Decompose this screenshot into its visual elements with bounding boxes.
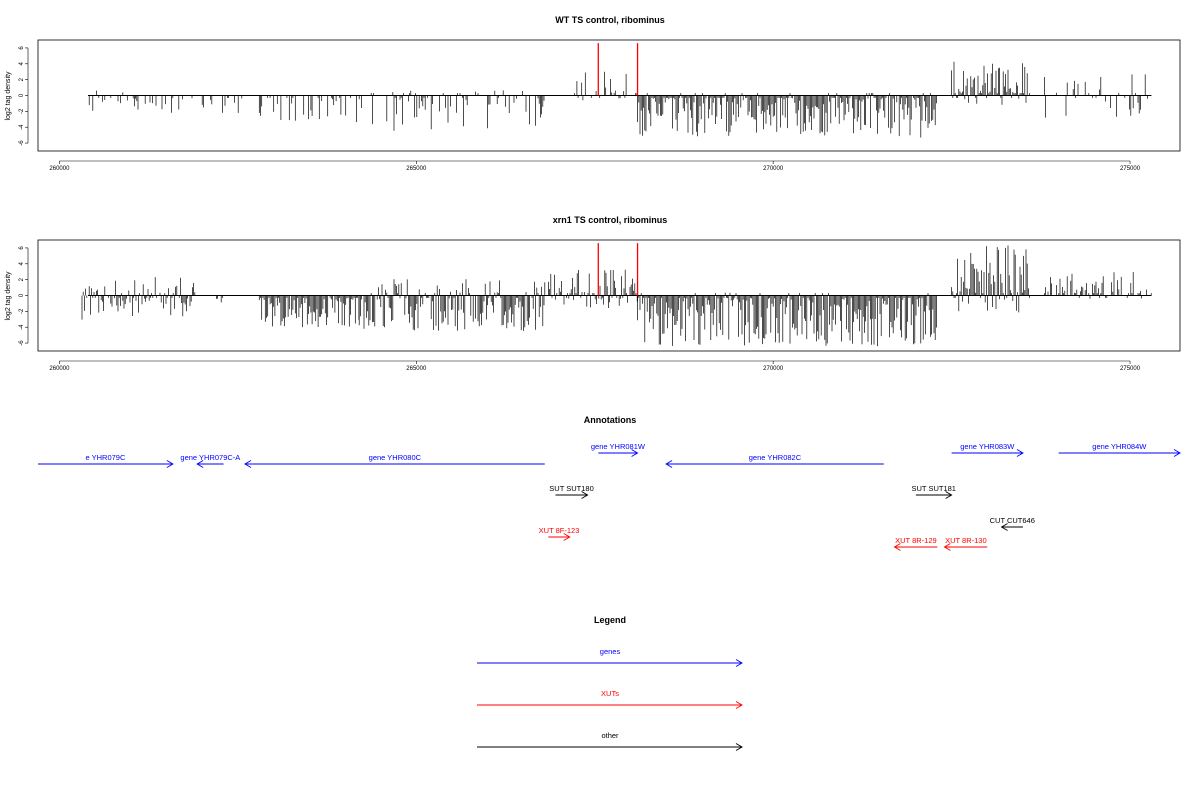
legend-item: XUTs bbox=[477, 689, 743, 709]
feature-label: gene YHR080C bbox=[369, 453, 422, 462]
legend-panel: Legend genes XUTs other bbox=[477, 615, 743, 751]
feature-label: e YHR079C bbox=[86, 453, 126, 462]
xrn1-bars bbox=[81, 243, 1152, 347]
annotation-feature: SUT SUT180 bbox=[549, 484, 594, 499]
annotations-panel: Annotations e YHR079C gene YHR079C-A gene … bbox=[38, 415, 1181, 551]
xrn1-x-axis: 260000 265000 270000 275000 bbox=[49, 360, 1141, 372]
feature-arrow-head bbox=[1000, 523, 1008, 531]
feature-label: gene YHR084W bbox=[1092, 442, 1147, 451]
x-tick-label: 260000 bbox=[49, 366, 70, 372]
annotation-feature: gene YHR081W bbox=[591, 442, 646, 457]
y-tick-label: 2 bbox=[19, 277, 25, 281]
y-tick-label: -6 bbox=[19, 340, 25, 346]
wt-plot-frame bbox=[37, 39, 1181, 152]
y-tick-label: -4 bbox=[19, 124, 25, 130]
xrn1-y-axis-label: log2 tag density bbox=[5, 271, 12, 321]
wt-track-title: WT TS control, ribominus bbox=[555, 15, 665, 25]
feature-label: gene YHR082C bbox=[749, 453, 802, 462]
feature-label: SUT SUT181 bbox=[912, 484, 956, 493]
x-tick-label: 270000 bbox=[763, 366, 784, 372]
feature-arrow-head bbox=[665, 460, 673, 468]
annotation-feature: gene YHR082C bbox=[665, 453, 884, 468]
feature-arrow-head bbox=[1016, 449, 1024, 457]
y-tick-label: 0 bbox=[19, 293, 25, 297]
feature-arrow-head bbox=[581, 491, 589, 499]
annotation-feature: XUT 8R-130 bbox=[943, 536, 988, 551]
legend-items: genes XUTs other bbox=[477, 647, 743, 751]
annotations-title: Annotations bbox=[584, 415, 637, 425]
feature-label: gene YHR081W bbox=[591, 442, 646, 451]
legend-arrow-head bbox=[735, 659, 743, 667]
legend-title: Legend bbox=[594, 615, 626, 625]
feature-arrow-head bbox=[1173, 449, 1181, 457]
legend-label: genes bbox=[600, 647, 621, 656]
feature-arrow-head bbox=[943, 543, 951, 551]
annotation-feature: gene YHR080C bbox=[244, 453, 545, 468]
feature-label: gene YHR079C-A bbox=[180, 453, 240, 462]
y-tick-label: 2 bbox=[19, 77, 25, 81]
x-tick-label: 265000 bbox=[406, 366, 427, 372]
x-tick-label: 265000 bbox=[406, 166, 427, 172]
annotation-feature: XUT 8R-129 bbox=[893, 536, 938, 551]
xrn1-track-title: xrn1 TS control, ribominus bbox=[553, 215, 668, 225]
feature-label: CUT CUT646 bbox=[990, 516, 1035, 525]
feature-label: gene YHR083W bbox=[960, 442, 1015, 451]
xrn1-y-axis: -6 -4 -2 0 2 4 6 bbox=[19, 246, 29, 346]
annotation-feature: e YHR079C bbox=[38, 453, 174, 468]
y-tick-label: -6 bbox=[19, 140, 25, 146]
y-tick-label: -2 bbox=[19, 308, 25, 314]
annotation-feature: gene YHR083W bbox=[951, 442, 1024, 457]
y-tick-label: 6 bbox=[19, 246, 25, 250]
feature-arrow-head bbox=[631, 449, 639, 457]
feature-label: SUT SUT180 bbox=[549, 484, 593, 493]
x-tick-label: 270000 bbox=[763, 166, 784, 172]
feature-arrow-head bbox=[166, 460, 174, 468]
wt-y-axis-label: log2 tag density bbox=[5, 71, 12, 121]
legend-label: other bbox=[601, 731, 619, 740]
feature-arrow-head bbox=[945, 491, 953, 499]
feature-arrow-head bbox=[563, 533, 571, 541]
annotation-feature: XUT 8F-123 bbox=[539, 526, 580, 541]
legend-label: XUTs bbox=[601, 689, 619, 698]
legend-arrow-head bbox=[735, 701, 743, 709]
legend-item: genes bbox=[477, 647, 743, 667]
x-tick-label: 275000 bbox=[1120, 166, 1141, 172]
wt-x-axis: 260000 265000 270000 275000 bbox=[49, 160, 1141, 172]
y-tick-label: 4 bbox=[19, 61, 25, 65]
xrn1-track-panel: xrn1 TS control, ribominus log2 tag dens… bbox=[5, 215, 1181, 372]
annotation-features: e YHR079C gene YHR079C-A gene YHR080C gene … bbox=[38, 442, 1181, 551]
feature-arrow-head bbox=[196, 460, 204, 468]
y-tick-label: 0 bbox=[19, 93, 25, 97]
wt-track-panel: WT TS control, ribominus log2 tag densit… bbox=[5, 15, 1181, 172]
annotation-feature: gene YHR084W bbox=[1058, 442, 1181, 457]
annotation-feature: gene YHR079C-A bbox=[180, 453, 240, 468]
xrn1-plot-frame bbox=[37, 239, 1181, 352]
feature-label: XUT 8R-129 bbox=[895, 536, 937, 545]
annotation-feature: SUT SUT181 bbox=[912, 484, 956, 499]
feature-label: XUT 8R-130 bbox=[945, 536, 987, 545]
feature-label: XUT 8F-123 bbox=[539, 526, 580, 535]
y-tick-label: 6 bbox=[19, 46, 25, 50]
annotation-feature: CUT CUT646 bbox=[990, 516, 1035, 531]
x-tick-label: 275000 bbox=[1120, 366, 1141, 372]
feature-arrow-head bbox=[244, 460, 252, 468]
legend-item: other bbox=[477, 731, 743, 751]
wt-bars bbox=[87, 43, 1152, 138]
x-tick-label: 260000 bbox=[49, 166, 70, 172]
y-tick-label: -2 bbox=[19, 108, 25, 114]
wt-y-axis: -6 -4 -2 0 2 4 6 bbox=[19, 46, 29, 146]
feature-arrow-head bbox=[893, 543, 901, 551]
legend-arrow-head bbox=[735, 743, 743, 751]
y-tick-label: -4 bbox=[19, 324, 25, 330]
y-tick-label: 4 bbox=[19, 261, 25, 265]
